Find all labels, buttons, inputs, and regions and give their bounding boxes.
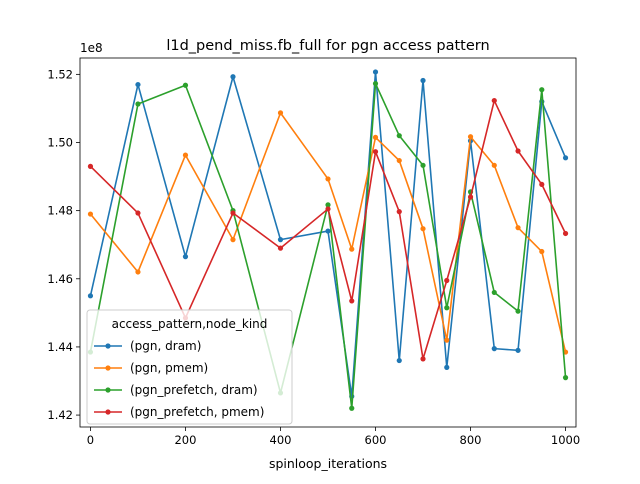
x-tick-label: 400 bbox=[270, 433, 292, 447]
data-point bbox=[396, 157, 402, 164]
legend-marker bbox=[105, 409, 111, 415]
data-point bbox=[539, 87, 545, 93]
plot-frame bbox=[79, 57, 577, 428]
x-axis-label: spinloop_iterations bbox=[269, 456, 387, 471]
data-point bbox=[87, 211, 94, 217]
data-point bbox=[325, 202, 331, 208]
y-tick-label: 1.46 bbox=[47, 272, 73, 286]
data-point bbox=[515, 308, 521, 314]
y-tick-label: 1.50 bbox=[47, 135, 73, 149]
data-point bbox=[277, 237, 284, 243]
x-tick-label: 0 bbox=[87, 433, 94, 447]
data-point bbox=[87, 163, 94, 169]
data-point bbox=[444, 337, 450, 343]
series-1 bbox=[87, 110, 569, 355]
data-point bbox=[420, 77, 426, 84]
data-point bbox=[539, 248, 545, 255]
data-point bbox=[491, 97, 497, 104]
chart-title: l1d_pend_miss.fb_full for pgn access pat… bbox=[166, 38, 489, 54]
data-point bbox=[349, 405, 355, 411]
series-line bbox=[89, 112, 567, 353]
x-tick-label: 1000 bbox=[551, 433, 580, 447]
data-point bbox=[277, 245, 284, 251]
series-0 bbox=[87, 69, 569, 399]
x-tick-label: 600 bbox=[365, 433, 387, 447]
data-point bbox=[182, 82, 189, 88]
data-point bbox=[277, 110, 284, 116]
series-line bbox=[89, 82, 567, 410]
legend-marker bbox=[105, 343, 111, 349]
y-tick-label: 1.48 bbox=[47, 204, 73, 218]
data-point bbox=[372, 69, 379, 75]
data-point bbox=[444, 364, 450, 370]
data-point bbox=[230, 237, 236, 243]
data-point bbox=[467, 134, 474, 140]
y-tick-label: 1.42 bbox=[47, 408, 73, 422]
data-point bbox=[444, 277, 450, 284]
data-point bbox=[372, 134, 379, 140]
data-point bbox=[491, 289, 497, 296]
data-point bbox=[135, 81, 141, 88]
data-point bbox=[396, 133, 402, 139]
data-point bbox=[467, 194, 474, 200]
data-point bbox=[562, 375, 569, 381]
y-tick-label: 1.44 bbox=[47, 340, 73, 354]
series-line bbox=[89, 71, 567, 398]
legend-title: access_pattern,node_kind bbox=[112, 317, 268, 331]
legend-item: (pgn_prefetch, dram) bbox=[94, 383, 258, 397]
data-point bbox=[539, 181, 545, 188]
axes-frame bbox=[79, 57, 577, 428]
data-point bbox=[230, 210, 236, 216]
data-point bbox=[420, 226, 426, 232]
data-point bbox=[349, 298, 355, 304]
data-point bbox=[562, 230, 569, 237]
legend-item: (pgn_prefetch, pmem) bbox=[94, 405, 264, 419]
data-point bbox=[182, 254, 189, 260]
x-tick-label: 800 bbox=[460, 433, 482, 447]
data-point bbox=[515, 225, 521, 231]
data-point bbox=[491, 162, 497, 168]
data-point bbox=[372, 149, 379, 155]
legend-item: (pgn, pmem) bbox=[94, 361, 208, 375]
series-line bbox=[89, 99, 567, 360]
legend-item: (pgn, dram) bbox=[94, 339, 201, 353]
legend-label: (pgn_prefetch, dram) bbox=[130, 383, 258, 397]
data-point bbox=[325, 176, 331, 182]
data-point bbox=[515, 347, 521, 353]
legend-marker bbox=[105, 387, 111, 393]
y-axis-offset-label: 1e8 bbox=[80, 41, 103, 55]
data-point bbox=[230, 74, 236, 80]
legend-label: (pgn, dram) bbox=[130, 339, 201, 353]
data-point bbox=[182, 152, 189, 158]
data-point bbox=[444, 305, 450, 311]
y-tick-label: 1.52 bbox=[47, 67, 73, 81]
data-point bbox=[325, 206, 331, 212]
legend-box bbox=[86, 309, 293, 425]
data-point bbox=[372, 80, 379, 87]
data-point bbox=[396, 357, 402, 364]
data-point bbox=[420, 162, 426, 168]
data-point bbox=[491, 346, 497, 352]
data-point bbox=[135, 269, 141, 275]
legend-marker bbox=[105, 365, 111, 371]
x-tick-label: 200 bbox=[174, 433, 196, 447]
axis-ticks: 0 200 400 600 800 1000 1.42 1.44 1.46 1.48 1.50 1.5… bbox=[47, 67, 580, 447]
legend-label: (pgn_prefetch, pmem) bbox=[130, 405, 264, 419]
data-point bbox=[135, 101, 141, 107]
data-point bbox=[515, 148, 521, 154]
legend-label: (pgn, pmem) bbox=[130, 361, 208, 375]
data-point bbox=[420, 356, 426, 362]
legend: access_pattern,node_kind (pgn, dram) (pgn,… bbox=[86, 309, 293, 425]
data-point bbox=[349, 246, 355, 252]
data-point bbox=[562, 155, 569, 161]
data-point bbox=[87, 293, 94, 299]
data-point bbox=[396, 209, 402, 215]
data-point bbox=[135, 210, 141, 216]
data-point bbox=[325, 228, 331, 234]
